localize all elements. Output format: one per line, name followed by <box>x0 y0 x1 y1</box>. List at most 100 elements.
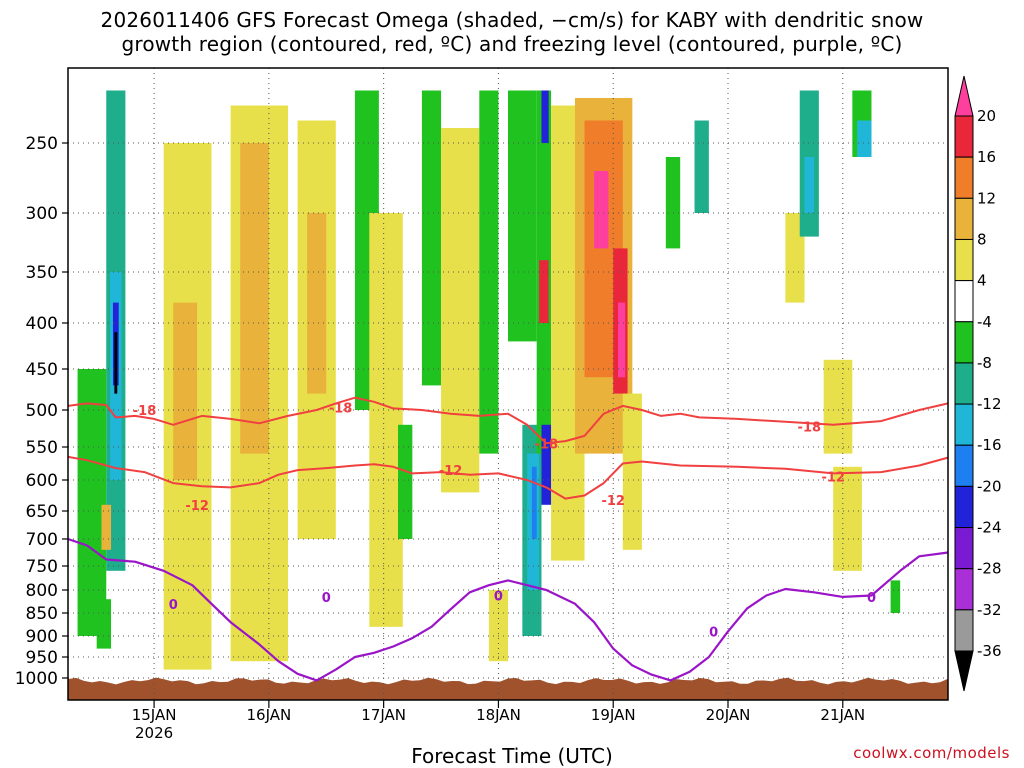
x-tick-sublabel-15JAN: 2026 <box>135 724 173 742</box>
colorbar-label-10: -24 <box>977 519 1002 537</box>
contour-label-dgz-minus18-0: -18 <box>133 404 157 419</box>
contour-label-freezing-level-1: 0 <box>322 591 331 606</box>
colorbar-label-1: 16 <box>977 148 996 166</box>
x-tick-label-16JAN: 16JAN <box>247 706 292 724</box>
omega-cell-25 <box>541 90 549 143</box>
x-axis-title: Forecast Time (UTC) <box>411 744 613 768</box>
colorbar-label-0: 20 <box>977 107 996 125</box>
y-tick-label-800: 800 <box>26 581 58 601</box>
y-axis: 250 300 350 400 450 500 550 600 650 700 750 800 850 9… <box>15 134 68 689</box>
colorbar-bin-0 <box>954 115 974 158</box>
omega-cell-23 <box>531 466 537 539</box>
y-tick-label-1000: 1000 <box>15 669 58 689</box>
y-tick-label-500: 500 <box>26 401 58 421</box>
contour-label-dgz-minus18-2: -18 <box>535 437 559 452</box>
x-tick-label-15JAN: 15JAN <box>132 706 177 724</box>
omega-cell-5 <box>101 504 112 550</box>
contour-label-freezing-level-4: 0 <box>867 591 876 606</box>
omega-cell-41 <box>833 466 862 571</box>
colorbar-bin-3 <box>954 238 974 282</box>
y-tick-label-550: 550 <box>26 438 58 458</box>
omega-cell-0 <box>77 369 107 636</box>
colorbar-bin-4 <box>954 280 974 323</box>
y-tick-label-950: 950 <box>26 648 58 668</box>
omega-cell-19 <box>488 590 508 662</box>
omega-cell-39 <box>804 157 815 213</box>
colorbar-bin-11 <box>954 568 974 611</box>
colorbar-bin-9 <box>954 485 974 529</box>
contour-freezing-level <box>67 537 949 682</box>
omega-cell-16 <box>421 90 442 386</box>
colorbar-bottom-arrow <box>954 650 974 692</box>
colorbar-bin-10 <box>954 527 974 570</box>
colorbar-label-5: -4 <box>977 313 992 331</box>
omega-cell-40 <box>823 359 853 454</box>
contour-label-dgz-minus18-3: -18 <box>798 420 822 435</box>
contour-label-dgz-minus12-1: -12 <box>439 464 463 479</box>
omega-cell-4 <box>114 332 118 394</box>
omega-cell-44 <box>890 580 901 613</box>
colorbar-label-13: -36 <box>977 642 1002 660</box>
contour-label-freezing-level-2: 0 <box>494 590 503 605</box>
omega-cell-31 <box>594 171 609 249</box>
x-tick-label-21JAN: 21JAN <box>820 706 865 724</box>
colorbar-label-8: -16 <box>977 436 1002 454</box>
omega-cell-43 <box>857 120 872 157</box>
colorbar-label-2: 12 <box>977 189 996 207</box>
omega-cell-36 <box>694 120 709 213</box>
omega-cell-20 <box>508 90 537 342</box>
colorbar-legend: 20 16 12 8 4 -4 -8 -12 -16 -20 -24 -28 -32 -36 <box>954 75 1002 692</box>
colorbar-label-3: 8 <box>977 230 987 248</box>
omega-cell-15 <box>398 424 413 539</box>
contour-label-freezing-level-3: 0 <box>709 625 718 640</box>
x-tick-label-18JAN: 18JAN <box>476 706 521 724</box>
omega-cell-8 <box>173 302 198 480</box>
y-tick-label-700: 700 <box>26 530 58 550</box>
colorbar-label-11: -28 <box>977 560 1002 578</box>
y-tick-label-850: 850 <box>26 604 58 624</box>
omega-cell-34 <box>622 393 642 550</box>
x-tick-label-17JAN: 17JAN <box>361 706 406 724</box>
colorbar-label-4: 4 <box>977 272 987 290</box>
omega-cell-35 <box>665 157 681 249</box>
omega-cell-33 <box>618 302 626 378</box>
y-tick-label-650: 650 <box>26 502 58 522</box>
colorbar-top-arrow <box>954 75 974 117</box>
credit-link[interactable]: coolwx.com/models <box>853 744 1010 762</box>
colorbar-bin-5 <box>954 321 974 364</box>
colorbar-bin-6 <box>954 362 974 405</box>
y-tick-label-350: 350 <box>26 263 58 283</box>
y-tick-label-450: 450 <box>26 360 58 380</box>
contour-dgz-minus12 <box>67 455 949 500</box>
y-tick-label-900: 900 <box>26 627 58 647</box>
colorbar-label-9: -20 <box>977 477 1002 495</box>
contour-label-dgz-minus12-3: -12 <box>821 471 845 486</box>
omega-shading <box>77 90 901 670</box>
omega-cell-17 <box>441 128 480 493</box>
y-tick-label-250: 250 <box>26 134 58 154</box>
colorbar-label-6: -8 <box>977 354 992 372</box>
x-tick-label-20JAN: 20JAN <box>706 706 751 724</box>
omega-cell-10 <box>240 143 269 454</box>
omega-cell-26 <box>539 260 549 323</box>
colorbar-bin-12 <box>954 609 974 652</box>
chart-title-line-2: growth region (contoured, red, ºC) and f… <box>121 32 903 56</box>
colorbar-bin-7 <box>954 403 974 446</box>
x-tick-label-19JAN: 19JAN <box>591 706 636 724</box>
contours: -18 -18 -18 -18 -12 -12 -12 -12 0 0 0 0 0 <box>67 396 949 682</box>
colorbar-label-12: -32 <box>977 601 1002 619</box>
omega-cell-6 <box>96 599 112 649</box>
grid <box>68 68 948 700</box>
chart-title-line-1: 2026011406 GFS Forecast Omega (shaded, −… <box>100 8 924 32</box>
omega-cell-14 <box>369 213 403 627</box>
colorbar-bin-8 <box>954 444 974 487</box>
colorbar-label-7: -12 <box>977 395 1002 413</box>
omega-cell-12 <box>307 213 327 394</box>
y-tick-label-400: 400 <box>26 314 58 334</box>
y-tick-label-600: 600 <box>26 471 58 491</box>
plot-frame <box>67 67 949 701</box>
y-tick-label-300: 300 <box>26 204 58 224</box>
colorbar-bin-1 <box>954 156 974 199</box>
